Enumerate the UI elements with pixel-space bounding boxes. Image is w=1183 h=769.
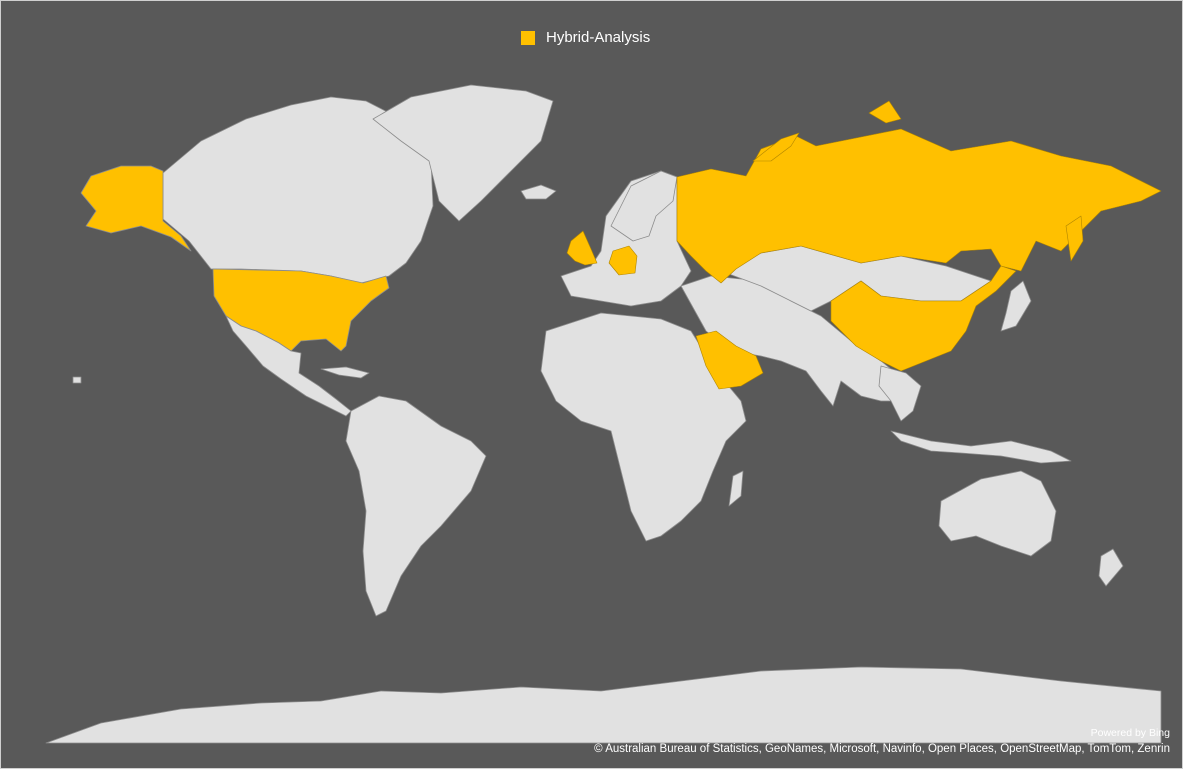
antarctica bbox=[45, 666, 1162, 744]
united-kingdom bbox=[566, 230, 598, 266]
iceland bbox=[520, 184, 557, 200]
cuba bbox=[320, 366, 370, 379]
alaska bbox=[80, 165, 192, 252]
southeast-asia bbox=[878, 365, 922, 422]
legend-swatch bbox=[521, 30, 535, 45]
madagascar bbox=[728, 470, 744, 507]
indonesia bbox=[890, 430, 1072, 464]
legend-label: Hybrid-Analysis bbox=[546, 29, 651, 46]
south-america bbox=[345, 395, 487, 617]
greenland bbox=[372, 84, 554, 222]
china bbox=[830, 265, 1017, 372]
kamchatka bbox=[1065, 215, 1084, 262]
mexico-central-america bbox=[225, 315, 352, 417]
novaya-zemlya bbox=[752, 132, 800, 162]
powered-by-bing: Powered by Bing bbox=[1090, 727, 1170, 739]
germany bbox=[608, 245, 638, 276]
australia bbox=[938, 470, 1057, 557]
scandinavia bbox=[610, 170, 678, 242]
new-zealand bbox=[1098, 548, 1124, 587]
saudi-arabia bbox=[695, 330, 764, 390]
japan bbox=[1000, 280, 1032, 332]
legend: Hybrid-Analysis bbox=[521, 29, 650, 46]
russia bbox=[676, 128, 1162, 284]
map-copyright: © Australian Bureau of Statistics, GeoNa… bbox=[594, 743, 1170, 755]
hawaii bbox=[72, 376, 82, 384]
severnaya-zemlya bbox=[868, 100, 902, 124]
africa bbox=[540, 312, 747, 542]
